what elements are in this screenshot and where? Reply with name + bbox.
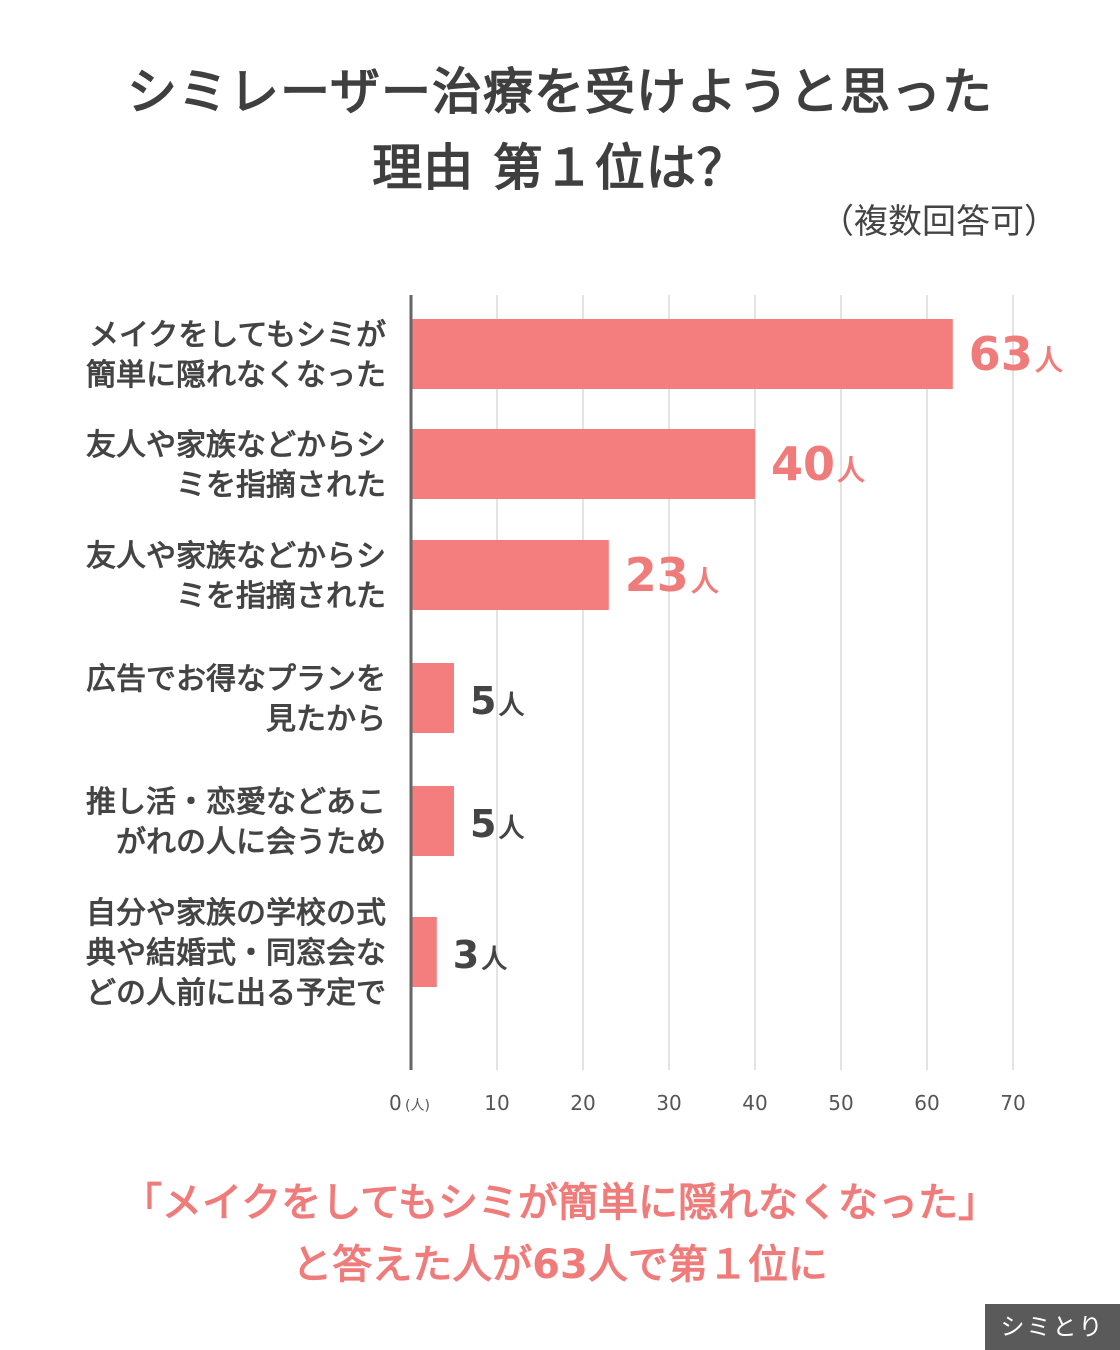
bar-5 bbox=[411, 917, 437, 987]
value-labels: 63人 40人 23人 5人 5人 3人 bbox=[453, 327, 1063, 977]
bar-3 bbox=[411, 663, 454, 733]
bar-4 bbox=[411, 786, 454, 856]
category-label-3-line-0: 広告でお得なプランを bbox=[86, 662, 386, 697]
tick-label-0: 0 bbox=[389, 1091, 402, 1115]
tick-label-20: 20 bbox=[570, 1091, 595, 1115]
category-label-5-line-1: 典や結婚式・同窓会な bbox=[86, 936, 386, 971]
bars bbox=[411, 319, 953, 987]
category-label-1-line-1: ミを指摘された bbox=[176, 468, 386, 503]
category-label-0-line-1: 簡単に隠れなくなった bbox=[86, 358, 386, 393]
tick-label-60: 60 bbox=[914, 1091, 939, 1115]
x-axis-ticks: 0 (人) 10 20 30 40 50 60 70 bbox=[389, 1091, 1026, 1115]
value-label-4: 5人 bbox=[470, 802, 524, 846]
category-label-5-line-0: 自分や家族の学校の式 bbox=[86, 896, 386, 931]
category-label-4-line-1: がれの人に会うため bbox=[116, 825, 386, 860]
category-label-4-line-0: 推し活・恋愛などあこ bbox=[86, 785, 386, 820]
gridlines bbox=[496, 295, 1014, 1070]
category-label-2-line-0: 友人や家族などからシ bbox=[86, 539, 386, 574]
category-label-2-line-1: ミを指摘された bbox=[176, 579, 386, 614]
bar-0 bbox=[411, 319, 953, 389]
summary-line-1: 「メイクをしてもシミが簡単に隠れなくなった」 bbox=[122, 1180, 998, 1226]
tick-label-30: 30 bbox=[656, 1091, 681, 1115]
chart-title-line-1: シミレーザー治療を受けようと思った bbox=[127, 63, 993, 121]
category-label-0-line-0: メイクをしてもシミが bbox=[89, 318, 386, 353]
category-labels: メイクをしてもシミが簡単に隠れなくなった友人や家族などからシミを指摘された友人や… bbox=[86, 318, 386, 1011]
tick-unit-label: (人) bbox=[405, 1098, 430, 1114]
category-label-5-line-2: どの人前に出る予定で bbox=[86, 976, 386, 1011]
chart-title-line-2: 理由 第１位は？ bbox=[372, 139, 748, 197]
tick-label-70: 70 bbox=[1000, 1091, 1025, 1115]
value-label-5: 3人 bbox=[453, 933, 507, 977]
value-label-1: 40人 bbox=[771, 437, 865, 491]
category-label-3-line-1: 見たから bbox=[266, 702, 386, 737]
tick-label-10: 10 bbox=[484, 1091, 509, 1115]
summary-line-2: と答えた人が63人で第１位に bbox=[292, 1242, 828, 1288]
bar-2 bbox=[411, 540, 609, 610]
bar-chart: メイクをしてもシミが簡単に隠れなくなった友人や家族などからシミを指摘された友人や… bbox=[86, 295, 1063, 1115]
bar-1 bbox=[411, 429, 755, 499]
chart-subtitle: （複数回答可） bbox=[820, 202, 1058, 242]
value-label-0: 63人 bbox=[969, 327, 1063, 381]
value-label-3: 5人 bbox=[470, 679, 524, 723]
category-label-1-line-0: 友人や家族などからシ bbox=[86, 428, 386, 463]
value-label-2: 23人 bbox=[625, 548, 719, 602]
tick-label-40: 40 bbox=[742, 1091, 767, 1115]
brand-badge: シミとり bbox=[985, 1304, 1120, 1350]
tick-label-50: 50 bbox=[828, 1091, 853, 1115]
